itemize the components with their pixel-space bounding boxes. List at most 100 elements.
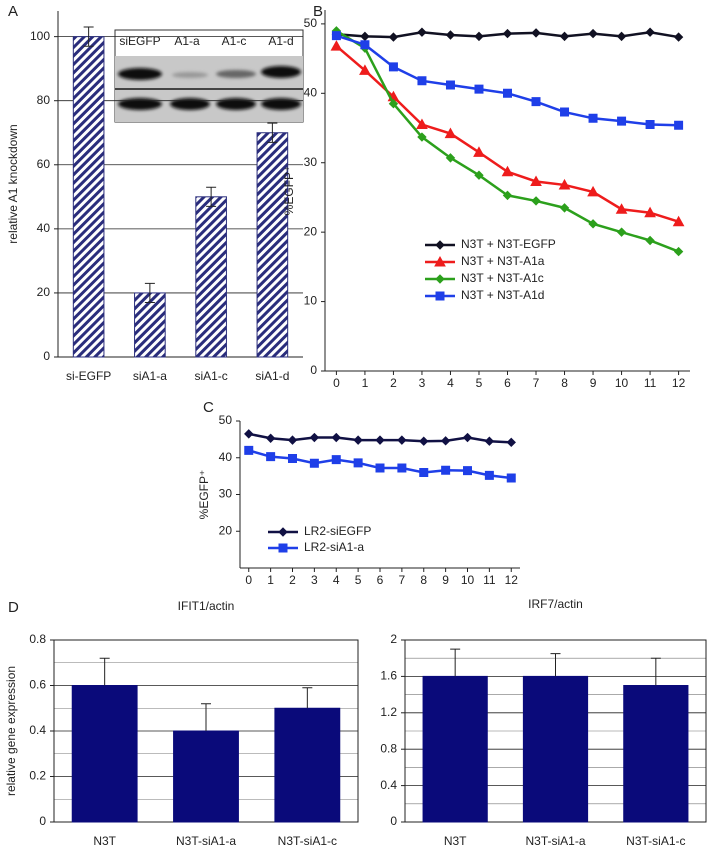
point <box>416 118 428 130</box>
inset-label: A1-c <box>222 34 247 48</box>
bar <box>134 292 166 358</box>
point <box>530 175 542 186</box>
point <box>587 185 599 197</box>
point <box>501 165 514 177</box>
point <box>309 432 320 443</box>
panel-label: D <box>8 599 19 616</box>
x-tick-label: 2 <box>390 376 397 390</box>
point <box>615 203 628 214</box>
y-tick-label: 80 <box>37 93 51 107</box>
point <box>445 30 456 40</box>
point <box>645 27 655 37</box>
y-axis-label: %EGFP⁺ <box>282 166 296 216</box>
y-tick-label: 0.2 <box>29 769 46 783</box>
point <box>673 32 684 42</box>
point <box>330 40 343 51</box>
x-tick-label: 8 <box>420 573 427 587</box>
y-tick-label: 0.8 <box>380 741 397 755</box>
point <box>559 31 570 42</box>
point <box>375 435 385 445</box>
y-tick-label: 30 <box>219 487 233 501</box>
point <box>616 227 627 237</box>
x-tick-label: siA1-a <box>133 369 167 383</box>
y-tick-label: 30 <box>304 155 318 169</box>
error-bar <box>144 282 155 304</box>
point <box>388 32 399 42</box>
x-tick-label: 9 <box>442 573 449 587</box>
x-tick-label: 11 <box>644 376 657 390</box>
error-bar <box>99 657 110 686</box>
legend-marker <box>278 527 288 537</box>
legend-marker <box>435 240 445 250</box>
x-tick-label: 12 <box>505 573 519 587</box>
point <box>531 196 541 206</box>
point <box>502 190 513 201</box>
point <box>309 458 319 468</box>
x-tick-label: 0 <box>245 573 252 587</box>
bar <box>173 730 239 823</box>
y-axis-label: relative A1 knockdown <box>6 124 20 243</box>
point <box>462 432 473 443</box>
point <box>673 246 684 257</box>
x-tick-label: 6 <box>377 573 384 587</box>
x-tick-label: 12 <box>672 376 686 390</box>
legend-label: N3T + N3T-A1d <box>461 288 544 302</box>
bar <box>274 707 341 823</box>
x-tick-label: 0 <box>333 376 340 390</box>
x-tick-label: 7 <box>399 573 406 587</box>
error-bar <box>201 703 211 731</box>
y-tick-label: 1.6 <box>380 669 397 683</box>
y-tick-label: 2 <box>390 632 397 646</box>
x-tick-label: 4 <box>447 376 454 390</box>
point <box>484 470 494 480</box>
x-tick-label: 3 <box>311 573 318 587</box>
x-tick-label: 5 <box>355 573 362 587</box>
point <box>419 467 429 477</box>
x-tick-label: N3T-siA1-a <box>176 834 236 848</box>
point <box>388 62 398 72</box>
x-tick-label: 10 <box>615 376 629 390</box>
point <box>445 80 455 90</box>
point <box>388 99 399 109</box>
legend-marker <box>278 543 288 553</box>
legend-label: N3T + N3T-A1c <box>461 271 544 285</box>
point <box>506 473 516 483</box>
point <box>265 433 276 443</box>
y-tick-label: 0 <box>39 814 46 828</box>
x-tick-label: 4 <box>333 573 340 587</box>
x-tick-label: 6 <box>504 376 511 390</box>
y-tick-label: 40 <box>219 450 233 464</box>
legend-marker <box>435 274 445 284</box>
bar <box>256 132 289 358</box>
inset-label: siEGFP <box>119 34 160 48</box>
x-tick-label: N3T-siA1-c <box>626 834 685 848</box>
y-tick-label: 0.4 <box>29 723 46 737</box>
point <box>397 463 407 473</box>
panel-label: B <box>313 3 323 20</box>
point <box>445 153 456 163</box>
point <box>617 116 627 126</box>
point <box>645 120 655 130</box>
x-tick-label: N3T <box>93 834 116 848</box>
x-tick-label: N3T <box>444 834 467 848</box>
y-tick-label: 100 <box>30 29 50 43</box>
point <box>674 120 684 130</box>
x-tick-label: 1 <box>362 376 369 390</box>
point <box>531 28 541 38</box>
point <box>331 455 341 465</box>
y-tick-label: 40 <box>304 85 318 99</box>
error-bar <box>550 653 561 677</box>
point <box>474 84 484 94</box>
point <box>588 113 598 123</box>
y-tick-label: 0.4 <box>380 778 397 792</box>
point <box>244 429 254 439</box>
y-tick-label: 0.8 <box>29 632 46 646</box>
point <box>502 28 513 39</box>
error-bar <box>302 687 313 709</box>
point <box>474 31 484 42</box>
legend-label: LR2-siEGFP <box>304 524 371 538</box>
legend-label: N3T + N3T-EGFP <box>461 237 556 251</box>
x-tick-label: si-EGFP <box>66 369 111 383</box>
point <box>506 437 516 448</box>
point <box>353 458 363 468</box>
